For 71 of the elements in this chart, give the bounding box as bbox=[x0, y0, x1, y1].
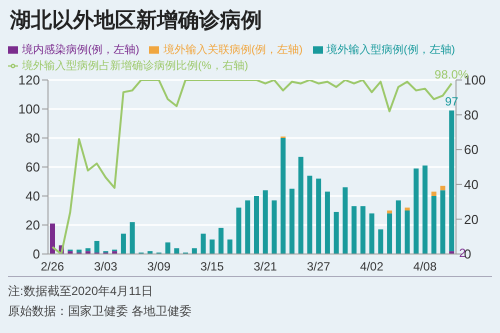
y2-tick-label: 60 bbox=[464, 142, 478, 158]
legend-label: 境外输入关联病例(例，左轴) bbox=[163, 44, 303, 56]
bar bbox=[440, 190, 446, 254]
bar bbox=[192, 248, 197, 254]
bar bbox=[352, 206, 357, 254]
bar bbox=[396, 200, 401, 254]
y-tick-label: 100 bbox=[18, 102, 40, 117]
bar bbox=[120, 234, 126, 254]
bar bbox=[210, 240, 215, 254]
bar bbox=[334, 212, 339, 254]
bar bbox=[280, 138, 286, 254]
data-label: 97 bbox=[444, 94, 459, 108]
x-tick-label: 3/21 bbox=[254, 260, 278, 274]
bar bbox=[307, 176, 312, 254]
y-tick-label: 0 bbox=[32, 246, 40, 262]
bar bbox=[387, 210, 392, 214]
x-tick-label: 3/09 bbox=[147, 260, 171, 274]
bar bbox=[387, 213, 392, 254]
x-tick-label: 3/15 bbox=[200, 260, 224, 274]
bar bbox=[218, 228, 224, 254]
y-tick-label: 60 bbox=[26, 160, 40, 175]
bar bbox=[431, 192, 436, 196]
bar bbox=[245, 200, 250, 254]
bar bbox=[360, 206, 366, 254]
bar bbox=[440, 186, 446, 190]
y2-tick-label: 20 bbox=[464, 212, 478, 227]
bar bbox=[227, 240, 232, 254]
y-tick-label: 120 bbox=[18, 72, 40, 88]
x-tick-label: 3/03 bbox=[94, 260, 118, 274]
bar bbox=[236, 208, 242, 254]
bar bbox=[289, 188, 294, 254]
bar bbox=[369, 213, 374, 254]
bar bbox=[76, 250, 82, 253]
bar bbox=[50, 224, 55, 254]
y2-tick-label: 0 bbox=[464, 246, 472, 262]
bar bbox=[431, 196, 436, 254]
legend-label: 境外输入型病例(例，左轴) bbox=[326, 44, 455, 56]
bar bbox=[165, 242, 170, 254]
bar bbox=[272, 200, 277, 254]
legend-label: 境外输入型病例占新增确诊病例比例(%，右轴) bbox=[22, 60, 248, 72]
bar bbox=[324, 192, 330, 254]
bar bbox=[298, 156, 304, 254]
y-tick-label: 80 bbox=[26, 130, 40, 146]
x-tick-label: 2/26 bbox=[40, 260, 64, 274]
bar bbox=[200, 234, 206, 254]
text: 注:数据截至2020年4月11日 bbox=[8, 283, 154, 300]
y-tick-label: 20 bbox=[26, 218, 40, 233]
x-tick-label: 4/02 bbox=[360, 260, 384, 274]
bar bbox=[414, 168, 419, 254]
y2-tick-label: 40 bbox=[464, 177, 478, 192]
bar bbox=[262, 190, 268, 254]
bar bbox=[85, 248, 90, 252]
bar bbox=[254, 196, 259, 254]
bar bbox=[342, 187, 348, 254]
x-tick-label: 4/08 bbox=[413, 260, 437, 274]
bar bbox=[378, 229, 384, 254]
x-tick-label: 3/27 bbox=[306, 260, 331, 274]
bar bbox=[404, 210, 410, 254]
legend-label: 境内感染病例(例，左轴) bbox=[22, 44, 140, 56]
data-label: 2 bbox=[459, 246, 466, 260]
bar bbox=[422, 166, 428, 254]
bar bbox=[404, 208, 410, 210]
bar bbox=[449, 110, 454, 252]
y2-tick-label: 80 bbox=[464, 107, 478, 122]
y-tick-label: 40 bbox=[26, 188, 40, 204]
bar bbox=[130, 222, 135, 254]
bar bbox=[174, 248, 180, 254]
bar bbox=[316, 178, 322, 254]
bar bbox=[94, 240, 100, 253]
text: 原始数据：国家卫健委 各地卫健委 bbox=[8, 303, 192, 320]
chart-title: 湖北以外地区新增确诊病例 bbox=[8, 8, 263, 34]
